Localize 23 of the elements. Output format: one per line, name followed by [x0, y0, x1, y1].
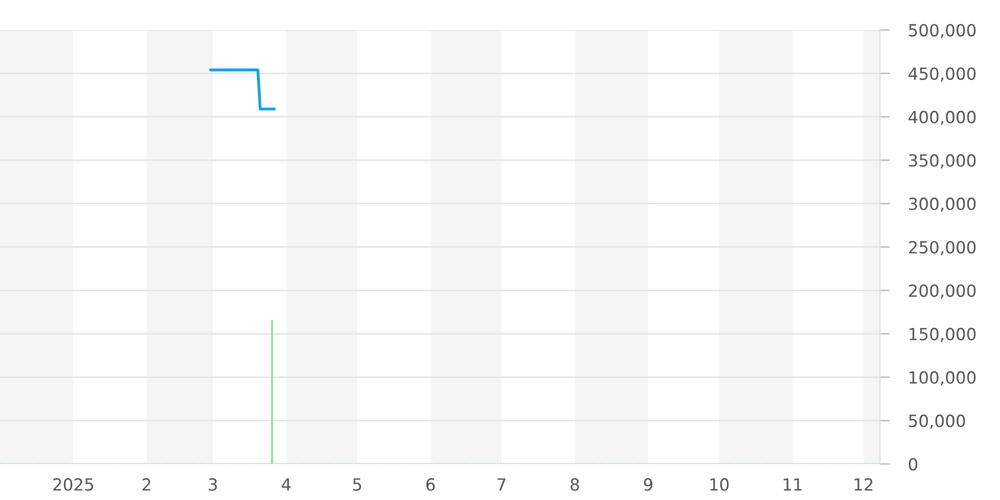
y-tick-label: 300,000: [909, 198, 976, 212]
y-tick-label: 100,000: [910, 371, 976, 386]
x-tick-label: 2: [142, 478, 150, 491]
x-tick-label: 8: [570, 478, 579, 491]
x-tick-label: 3: [208, 478, 217, 491]
x-tick-label: 2025: [53, 478, 94, 491]
x-tick-label: 9: [644, 478, 652, 491]
x-tick-label: 10: [710, 478, 729, 491]
y-tick-label: 200,000: [909, 284, 976, 299]
y-tick-label: 350,000: [909, 154, 976, 168]
x-tick-label: 11: [784, 478, 802, 491]
y-tick-label: 50,000: [909, 414, 965, 429]
x-tick-label: 6: [426, 478, 435, 491]
y-tick-label: 0: [908, 458, 918, 471]
x-tick-label: 12: [854, 478, 872, 491]
x-tick-label: 5: [353, 478, 362, 491]
y-tick-label: 450,000: [908, 67, 976, 82]
y-tick-label: 250,000: [909, 240, 976, 256]
y-tick-label: 500,000: [909, 24, 976, 38]
x-tick-label: 7: [498, 478, 506, 491]
y-tick-label: 400,000: [908, 110, 976, 126]
y-tick-label: 150,000: [910, 328, 976, 342]
x-tick-label: 4: [282, 478, 291, 491]
